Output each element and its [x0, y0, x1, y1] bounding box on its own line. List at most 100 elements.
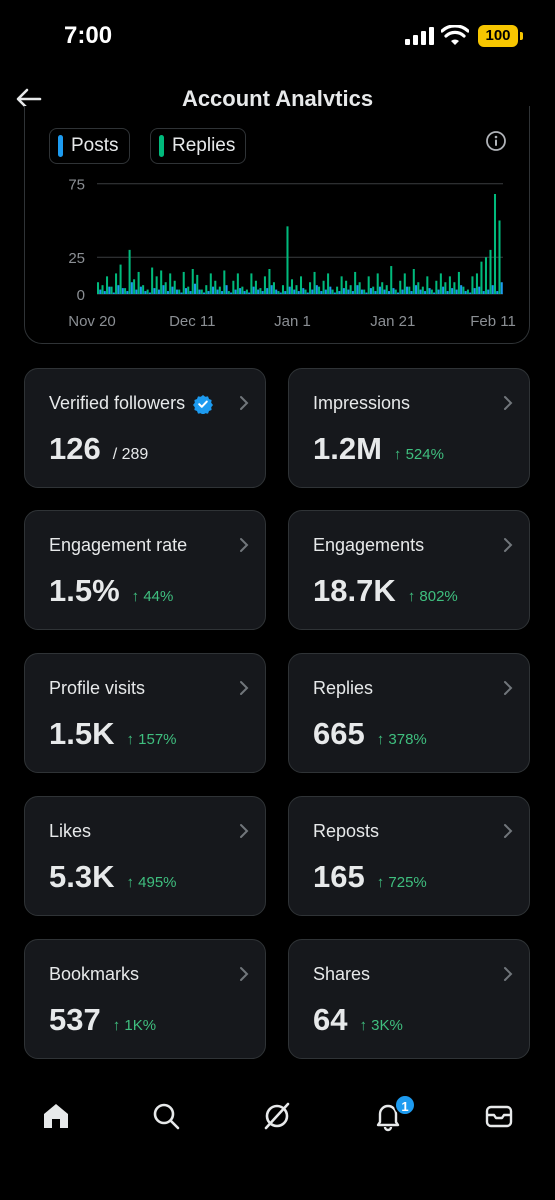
- tile-likes[interactable]: Likes 5.3K ↑ 495%: [24, 796, 266, 916]
- replies-bar: [313, 271, 316, 294]
- replies-bar: [106, 276, 109, 294]
- posts-bar: [261, 291, 264, 294]
- tile-replies[interactable]: Replies 665 ↑ 378%: [288, 653, 530, 773]
- posts-bar: [284, 291, 287, 294]
- tile-value: 1.2M: [313, 431, 382, 466]
- replies-bar: [281, 285, 284, 294]
- tab-notifications[interactable]: [370, 1098, 406, 1134]
- posts-bar: [139, 286, 142, 294]
- tile-engagement-rate[interactable]: Engagement rate 1.5% ↑ 44%: [24, 510, 266, 630]
- replies-bar: [187, 286, 190, 294]
- legend-replies-toggle[interactable]: Replies: [150, 128, 247, 164]
- posts-bar: [175, 289, 178, 294]
- replies-bar: [160, 270, 163, 294]
- tile-bookmarks[interactable]: Bookmarks 537 ↑ 1K%: [24, 939, 266, 1059]
- posts-bar: [383, 289, 386, 294]
- posts-bar: [171, 286, 174, 294]
- replies-bar: [295, 285, 298, 294]
- tab-search[interactable]: [148, 1098, 184, 1134]
- posts-bar: [360, 289, 363, 294]
- tile-label-text: Verified followers: [49, 393, 186, 413]
- replies-bar: [151, 267, 154, 294]
- replies-bar: [390, 266, 393, 294]
- replies-bar: [435, 280, 438, 294]
- posts-bar: [446, 291, 449, 294]
- posts-bar: [311, 289, 314, 294]
- replies-bar: [399, 280, 402, 294]
- tile-label: Shares: [313, 964, 371, 984]
- tab-grok[interactable]: [259, 1098, 295, 1134]
- replies-bar: [259, 288, 262, 294]
- chevron-right-icon: [504, 967, 513, 981]
- posts-bar: [320, 291, 323, 294]
- posts-bar: [225, 285, 228, 294]
- replies-bar: [137, 271, 140, 294]
- replies-bar: [155, 276, 158, 294]
- replies-bar: [480, 261, 483, 294]
- tile-shares[interactable]: Shares 64 ↑ 3K%: [288, 939, 530, 1059]
- tile-value: 165: [313, 859, 365, 894]
- posts-swatch: [58, 135, 63, 157]
- chevron-right-icon: [240, 396, 249, 410]
- posts-bar: [460, 285, 463, 294]
- replies-bar: [331, 289, 334, 294]
- tile-label: Reposts: [313, 821, 380, 841]
- tab-home[interactable]: [38, 1098, 74, 1134]
- posts-bar: [184, 288, 187, 294]
- tile-value-row: 537 ↑ 1K%: [49, 1002, 156, 1038]
- tile-impressions[interactable]: Impressions 1.2M ↑ 524%: [288, 368, 530, 488]
- back-button[interactable]: [12, 82, 46, 116]
- tile-value: 537: [49, 1002, 101, 1037]
- posts-bar: [221, 291, 224, 294]
- posts-bar: [478, 286, 481, 294]
- posts-bar: [230, 292, 233, 294]
- tile-label: Likes: [49, 821, 92, 841]
- notifications-icon: [376, 1104, 400, 1132]
- tile-delta: ↑ 44%: [131, 588, 174, 605]
- posts-bar: [365, 292, 368, 294]
- replies-bar: [119, 264, 122, 294]
- replies-bar: [471, 276, 474, 294]
- posts-bar: [180, 292, 183, 294]
- y-tick-label: 25: [68, 250, 85, 267]
- replies-bar: [444, 282, 447, 294]
- replies-bar: [408, 286, 411, 294]
- replies-bar: [453, 282, 456, 294]
- posts-bar: [252, 286, 255, 294]
- replies-bar: [367, 276, 370, 294]
- tile-label: Profile visits: [49, 678, 146, 698]
- info-icon[interactable]: [485, 130, 507, 152]
- replies-bar: [196, 274, 199, 294]
- replies-bar: [110, 286, 113, 294]
- legend-posts-toggle[interactable]: Posts: [49, 128, 130, 164]
- posts-bar: [248, 292, 251, 294]
- replies-bar: [430, 289, 433, 294]
- tile-reposts[interactable]: Reposts 165 ↑ 725%: [288, 796, 530, 916]
- chevron-right-icon: [504, 824, 513, 838]
- cellular-signal-icon: [405, 27, 434, 45]
- tile-profile-visits[interactable]: Profile visits 1.5K ↑ 157%: [24, 653, 266, 773]
- replies-bar: [466, 289, 469, 294]
- tile-value-row: 665 ↑ 378%: [313, 716, 427, 752]
- y-tick-label: 0: [77, 287, 85, 304]
- tile-engagements[interactable]: Engagements 18.7K ↑ 802%: [288, 510, 530, 630]
- posts-bar: [451, 288, 454, 294]
- x-tick-label: Jan 21: [370, 313, 415, 330]
- x-tick-label: Dec 11: [169, 313, 215, 330]
- tile-label: Engagement rate: [49, 535, 188, 555]
- replies-bar: [336, 286, 339, 294]
- replies-bar: [236, 273, 239, 294]
- tile-verified-followers[interactable]: Verified followers 126 / 289: [24, 368, 266, 488]
- posts-bar: [315, 285, 318, 294]
- posts-bar: [302, 288, 305, 294]
- tile-delta: ↑ 524%: [393, 446, 444, 463]
- posts-bar: [293, 289, 296, 294]
- tab-messages[interactable]: [481, 1098, 517, 1134]
- replies-bar: [169, 273, 172, 294]
- replies-bar: [232, 280, 235, 294]
- posts-bar: [410, 291, 413, 294]
- tile-value: 64: [313, 1002, 348, 1037]
- posts-bar: [473, 288, 476, 294]
- replies-bar: [493, 194, 497, 294]
- posts-bar: [121, 288, 124, 294]
